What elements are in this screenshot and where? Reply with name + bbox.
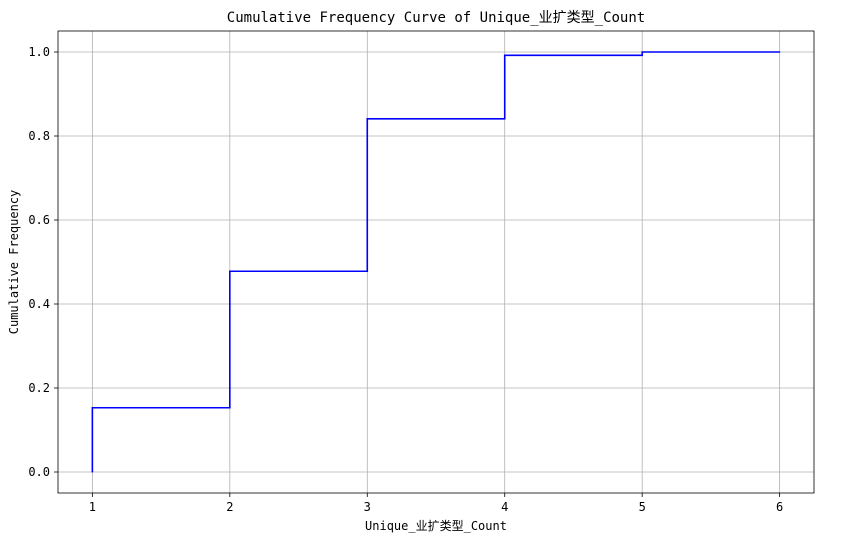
x-tick-label: 4 (501, 500, 508, 514)
y-tick-label: 0.8 (28, 129, 50, 143)
plot-frame (57, 30, 815, 494)
series-point (91, 471, 93, 473)
y-tick-label: 1.0 (28, 45, 50, 59)
x-tick-label: 5 (639, 500, 646, 514)
series-point (641, 51, 643, 53)
x-tick-label: 6 (776, 500, 783, 514)
series-point (779, 51, 781, 53)
x-tick-label: 1 (89, 500, 96, 514)
y-tick-label: 0.2 (28, 381, 50, 395)
plot-area (91, 51, 781, 473)
y-axis-label: Cumulative Frequency (7, 190, 21, 335)
x-axis-label: Unique_业扩类型_Count (365, 519, 507, 533)
y-tick-label: 0.6 (28, 213, 50, 227)
y-tick-label: 0.4 (28, 297, 50, 311)
x-axis: 1 2 3 4 5 6 (89, 493, 783, 514)
y-tick-label: 0.0 (28, 465, 50, 479)
series-point (366, 118, 368, 120)
x-tick-label: 3 (364, 500, 371, 514)
series-point (229, 270, 231, 272)
series-line-0 (91, 51, 780, 472)
x-tick-label: 2 (226, 500, 233, 514)
grid (58, 31, 814, 493)
y-axis: 0.0 0.2 0.4 0.6 0.8 1.0 (28, 45, 58, 479)
series-point (91, 407, 93, 409)
series-point (504, 54, 506, 56)
chart-title: Cumulative Frequency Curve of Unique_业扩类… (227, 10, 645, 26)
